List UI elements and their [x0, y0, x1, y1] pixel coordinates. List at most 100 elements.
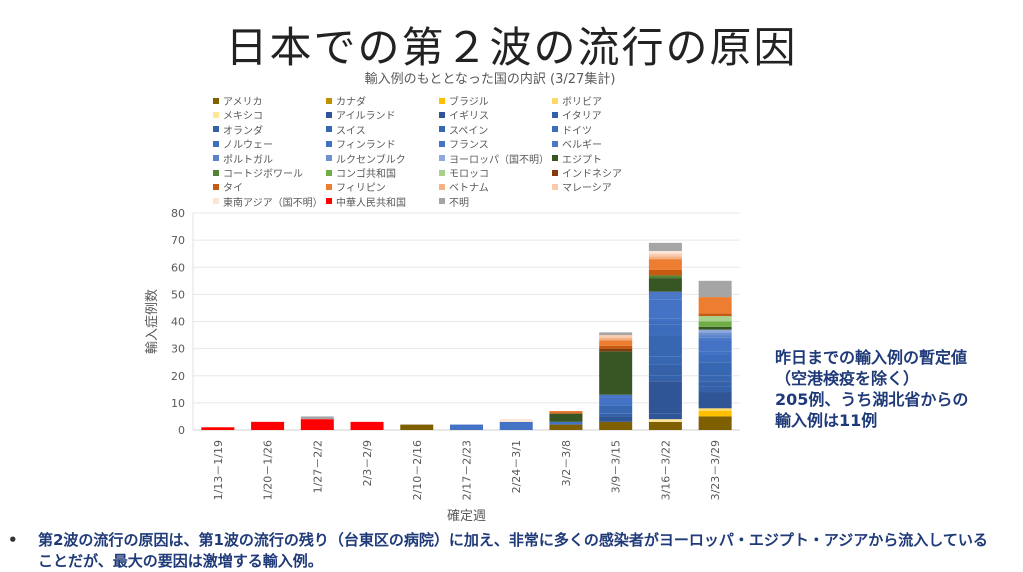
legend-item: インドネシア — [552, 165, 622, 180]
legend-item: コートジボワール — [213, 165, 303, 180]
y-tick-label: 80 — [171, 207, 185, 220]
legend-item: ポルトガル — [213, 151, 273, 166]
legend-swatch — [213, 126, 219, 133]
bar-segment — [698, 381, 732, 387]
legend-label: ノルウェー — [223, 140, 273, 152]
y-axis-title: 輸入症例数 — [145, 289, 160, 354]
legend-swatch — [213, 97, 219, 104]
legend-swatch — [439, 140, 445, 147]
legend-item: ルクセンブルク — [326, 151, 406, 166]
bar-segment — [648, 421, 682, 430]
legend-label: アメリカ — [223, 97, 263, 108]
legend-label: アイルランド — [336, 111, 396, 123]
legend-swatch — [326, 198, 332, 205]
legend-swatch — [326, 155, 332, 162]
legend-item: アメリカ — [213, 93, 263, 108]
bar-segment — [648, 413, 682, 420]
bar-segment — [648, 335, 682, 357]
bar-segment — [698, 411, 732, 417]
legend-item: ヨーロッパ（国不明） — [439, 151, 549, 166]
legend-item: ベトナム — [439, 179, 489, 194]
chart-title: 輸入例のもととなった国の内訳 (3/27集計) — [364, 72, 616, 87]
legend-label: 中華人民共和国 — [336, 197, 406, 209]
legend-label: イタリア — [562, 111, 602, 123]
legend-item: エジプト — [552, 151, 602, 166]
bar-segment — [698, 392, 732, 409]
legend-swatch — [552, 155, 558, 162]
legend-label: ベトナム — [449, 183, 489, 195]
bar-segment — [300, 419, 334, 430]
bar-segment — [599, 332, 633, 336]
legend-item: メキシコ — [213, 107, 263, 122]
side-note: 昨日までの輸入例の暫定値 （空港検疫を除く） 205例、うち湖北省からの 輸入例… — [775, 347, 968, 431]
bar-segment — [648, 275, 682, 279]
legend-label: フランス — [449, 140, 489, 152]
legend-label: 不明 — [449, 197, 469, 209]
bar-segment — [549, 411, 583, 413]
legend-item: フランス — [439, 136, 489, 151]
x-tick-label: 2/10－2/16 — [411, 440, 424, 500]
legend-item: スイス — [326, 122, 366, 137]
legend-swatch — [439, 126, 445, 133]
bar-segment — [698, 316, 732, 322]
bar-segment — [549, 424, 583, 430]
bar-segment — [350, 421, 384, 430]
bar-segment — [648, 381, 682, 414]
legend-swatch — [439, 183, 445, 190]
note-line: 昨日までの輸入例の暫定値 — [775, 348, 968, 367]
y-tick-label: 10 — [171, 397, 185, 410]
y-tick-label: 20 — [171, 370, 185, 383]
bar-segment — [549, 421, 583, 425]
legend-label: イギリス — [449, 111, 489, 123]
legend-item: ドイツ — [552, 122, 592, 137]
legend-item: ボリビア — [552, 93, 602, 108]
bar-segment — [648, 256, 682, 260]
y-tick-label: 40 — [171, 316, 185, 329]
legend-label: マレーシア — [562, 183, 612, 195]
legend-swatch — [213, 155, 219, 162]
legend-label: ドイツ — [562, 125, 592, 137]
legend-swatch — [213, 183, 219, 190]
legend-label: メキシコ — [223, 111, 263, 123]
legend-swatch — [326, 126, 332, 133]
legend-swatch — [326, 169, 332, 176]
legend-swatch — [326, 111, 332, 118]
x-tick-label: 1/20－1/26 — [262, 440, 275, 500]
legend-swatch — [439, 155, 445, 162]
bar-segment — [599, 340, 633, 346]
y-tick-label: 0 — [178, 424, 185, 437]
bar-segment — [698, 335, 732, 338]
legend-swatch — [213, 140, 219, 147]
bullet-marker: • — [8, 531, 18, 549]
bar-segment — [698, 329, 732, 333]
bar-segment — [698, 313, 732, 317]
bar-segment — [698, 354, 732, 363]
bar-segment — [698, 321, 732, 327]
legend-label: ルクセンブルク — [336, 154, 406, 166]
legend-swatch — [552, 97, 558, 104]
legend-item: コンゴ共和国 — [326, 165, 396, 180]
bar-segment — [648, 318, 682, 322]
bar-segment — [648, 253, 682, 257]
legend-swatch — [552, 183, 558, 190]
legend-item: ベルギー — [552, 136, 602, 151]
bar-segment — [648, 321, 682, 325]
bar-segment — [698, 332, 732, 336]
bar-segment — [251, 421, 285, 430]
legend-swatch — [213, 111, 219, 118]
bar-segment — [698, 351, 732, 355]
bar-segment — [450, 424, 483, 430]
legend-label: フィリピン — [336, 183, 386, 195]
bar-segment — [648, 364, 682, 376]
note-line: （空港検疫を除く） — [775, 369, 920, 388]
x-tick-label: 2/24－3/1 — [510, 440, 523, 493]
legend-label: コートジボワール — [223, 169, 303, 180]
bullet-text: 第2波の流行の原因は、第1波の流行の残り（台東区の病院）に加え、非常に多くの感染… — [38, 531, 988, 570]
x-tick-label: 3/9－3/15 — [610, 440, 623, 493]
bar-segment — [599, 397, 633, 406]
legend-item: スペイン — [439, 122, 488, 137]
legend-swatch — [439, 198, 445, 205]
y-tick-label: 60 — [171, 261, 185, 274]
legend-label: ブラジル — [449, 97, 489, 108]
